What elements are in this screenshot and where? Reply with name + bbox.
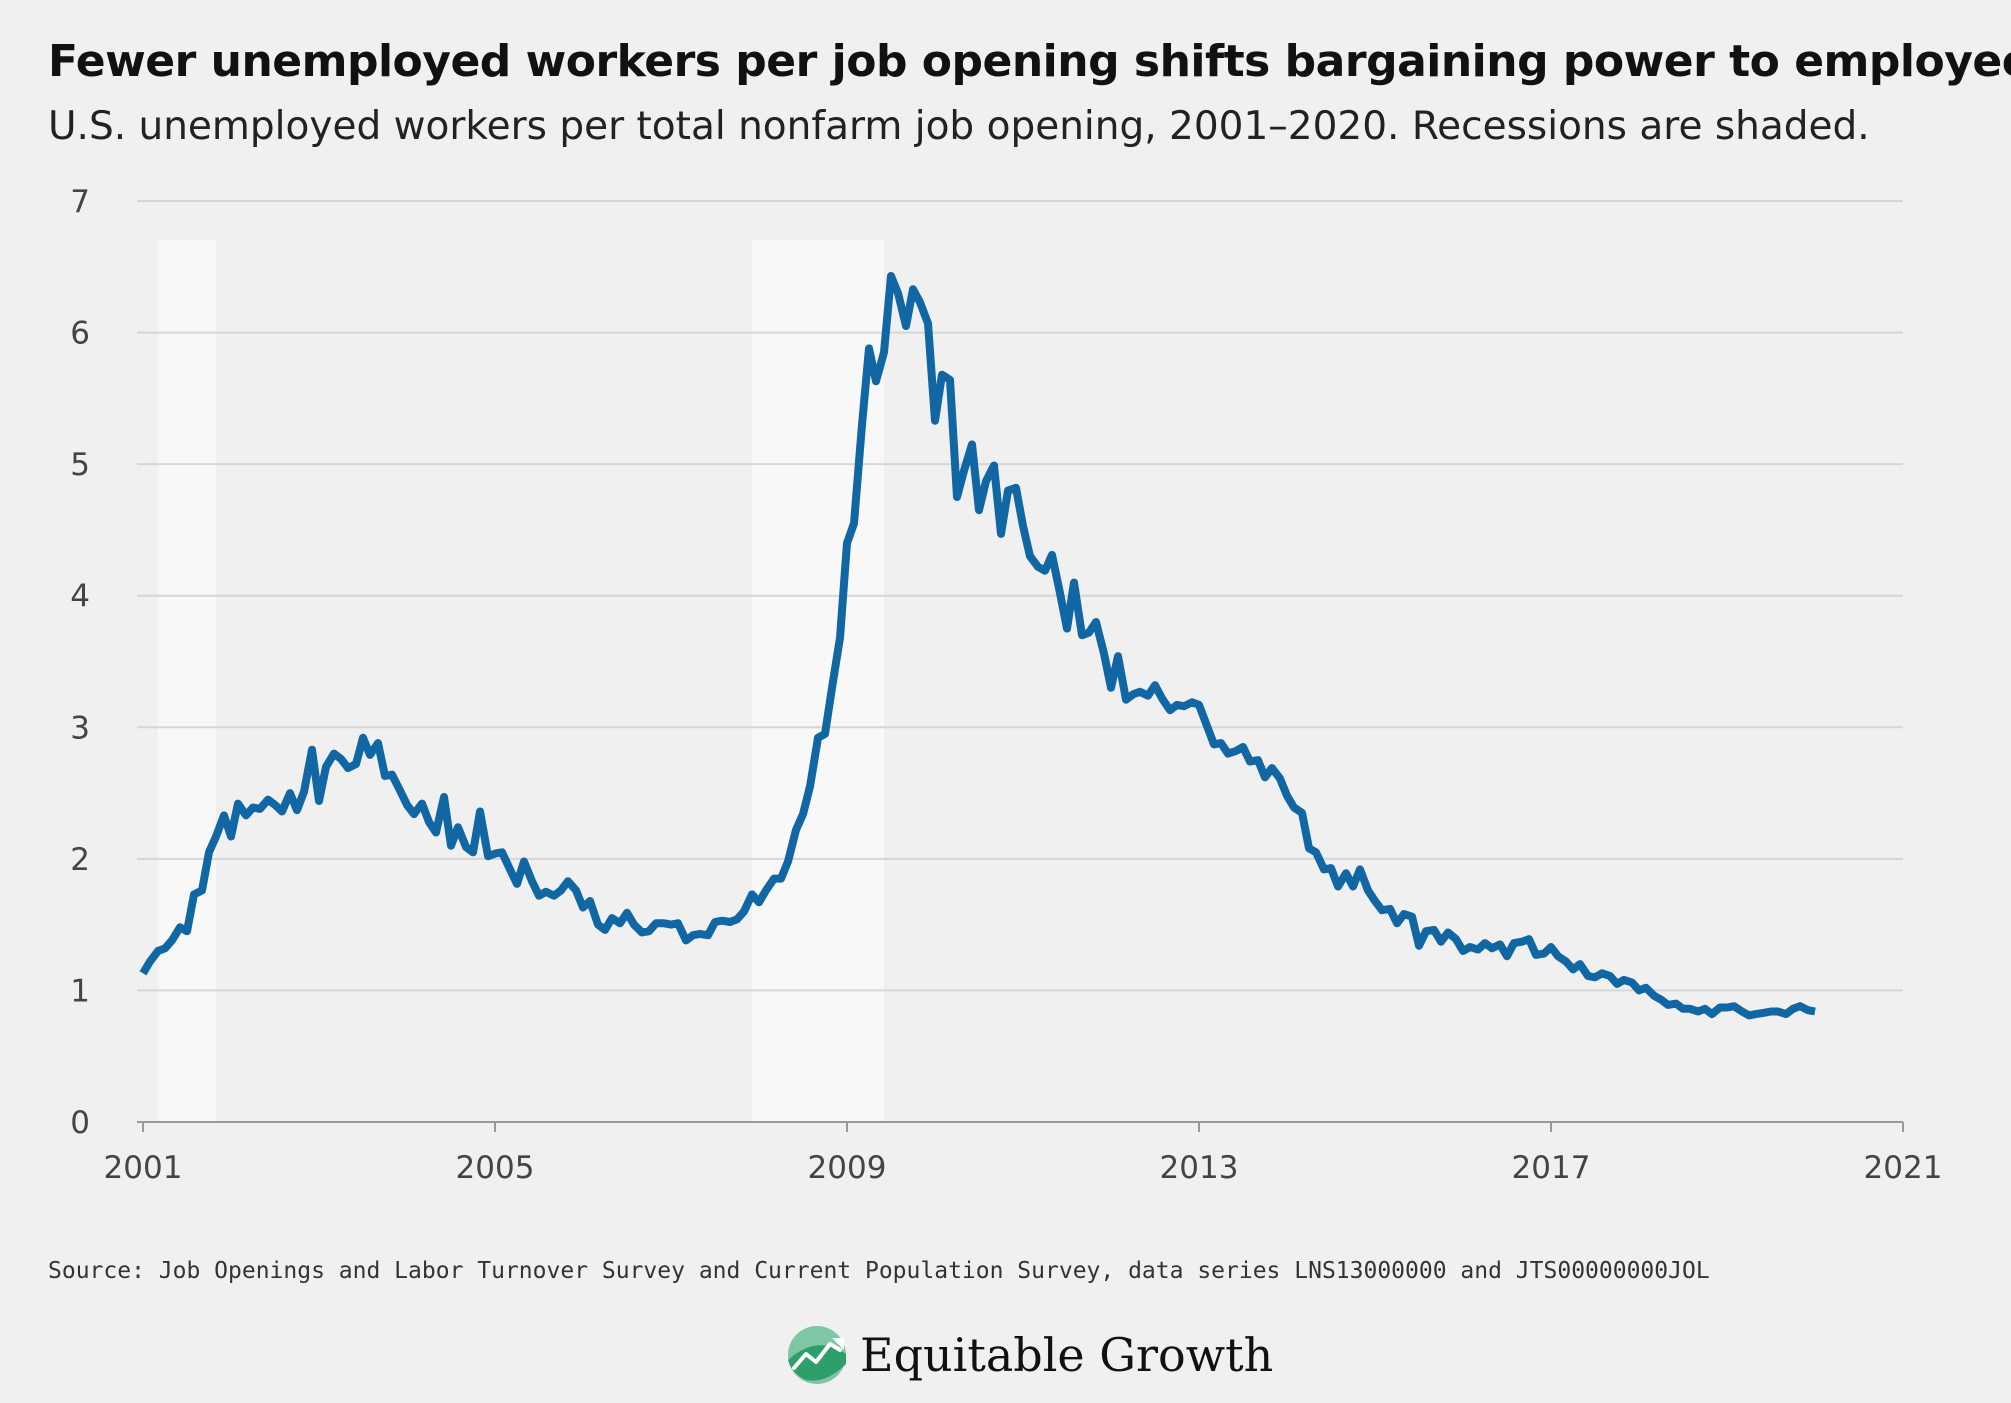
line-chart: 0 1 2 3 4 5 6 7 2001 2005 2009 2013 2017 2021 bbox=[70, 184, 1942, 1186]
axes-group: 0 1 2 3 4 5 6 7 2001 2005 2009 2013 2017 2021 bbox=[70, 184, 1942, 1186]
y-tick-label-6: 6 bbox=[70, 316, 90, 352]
source-note: Source: Job Openings and Labor Turnover … bbox=[48, 1258, 1710, 1284]
equitable-growth-logo-icon bbox=[788, 1326, 846, 1384]
x-tick-label-2021: 2021 bbox=[1864, 1150, 1943, 1186]
y-tick-label-5: 5 bbox=[70, 447, 90, 483]
x-tick-label-2013: 2013 bbox=[1160, 1150, 1239, 1186]
chart-subtitle: U.S. unemployed workers per total nonfar… bbox=[48, 104, 1870, 149]
y-tick-label-4: 4 bbox=[70, 579, 90, 615]
x-tick-label-2005: 2005 bbox=[456, 1150, 535, 1186]
x-tick-label-2001: 2001 bbox=[104, 1150, 183, 1186]
y-tick-label-7: 7 bbox=[70, 184, 90, 220]
y-tick-label-1: 1 bbox=[70, 973, 90, 1009]
series-line-0 bbox=[139, 272, 1816, 1020]
x-tick-label-2017: 2017 bbox=[1512, 1150, 1591, 1186]
y-tick-label-3: 3 bbox=[70, 710, 90, 746]
recession-band-0 bbox=[157, 240, 217, 1122]
chart-title: Fewer unemployed workers per job opening… bbox=[48, 36, 2011, 87]
y-tick-label-2: 2 bbox=[70, 842, 90, 878]
brand-logo: Equitable Growth bbox=[786, 1322, 1273, 1388]
logo-text: Equitable Growth bbox=[860, 1328, 1274, 1382]
series-group bbox=[139, 272, 1816, 1020]
x-tick-label-2009: 2009 bbox=[808, 1150, 887, 1186]
y-tick-label-0: 0 bbox=[70, 1105, 90, 1141]
gridlines-group bbox=[137, 200, 1903, 1123]
